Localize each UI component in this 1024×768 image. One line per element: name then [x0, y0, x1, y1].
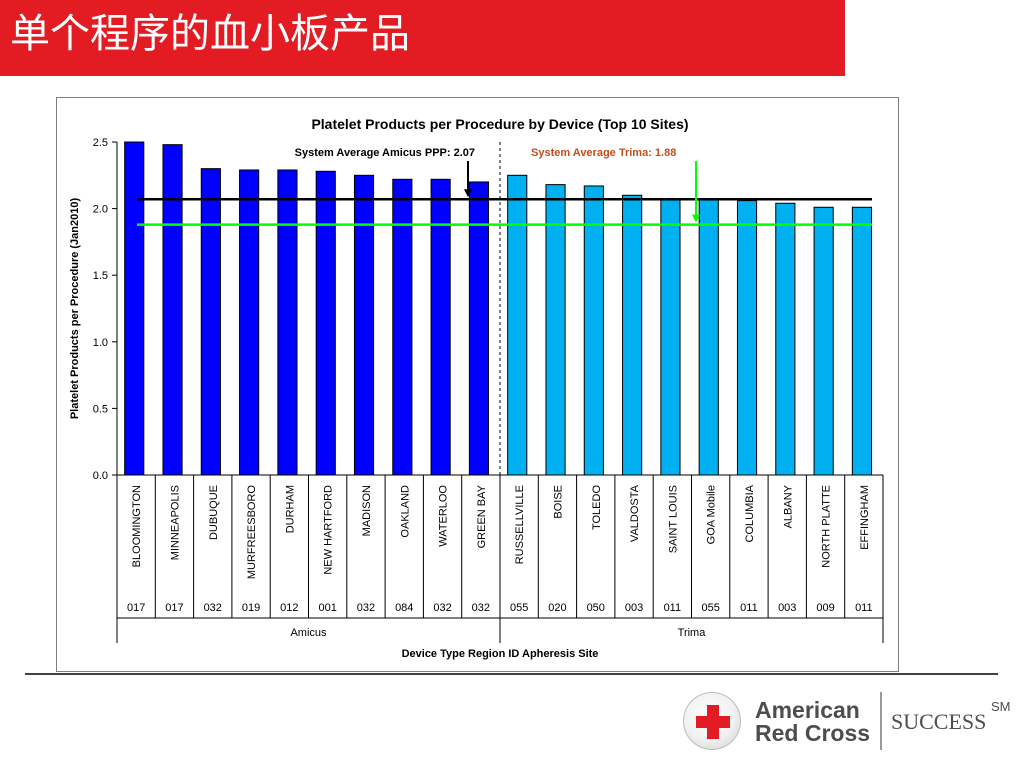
chart-title: Platelet Products per Procedure by Devic… [311, 116, 688, 132]
service-mark: SM [991, 699, 1011, 714]
bar-north-platte [813, 206, 834, 476]
y-tick-label: 1.0 [93, 337, 108, 349]
category-label: DUBUQUE [208, 485, 220, 540]
category-label: BLOOMINGTON [131, 485, 143, 567]
region-id-label: 003 [778, 602, 796, 614]
x-axis-title: Device Type Region ID Apheresis Site [402, 648, 599, 660]
category-label: GOA Mobile [706, 485, 718, 544]
category-label: NEW HARTFORD [323, 485, 335, 575]
region-id-label: 032 [433, 602, 451, 614]
trima-arrow-head-icon [692, 214, 700, 223]
region-id-label: 011 [664, 602, 682, 614]
category-label: COLUMBIA [744, 484, 756, 542]
category-label: EFFINGHAM [859, 485, 871, 550]
region-id-label: 032 [204, 602, 222, 614]
bar-valdosta [622, 194, 643, 476]
region-id-label: 050 [587, 602, 605, 614]
category-label: MADISON [361, 485, 373, 536]
category-label: BOISE [552, 485, 564, 519]
region-id-label: 017 [165, 602, 183, 614]
group-label-amicus: Amicus [290, 627, 327, 639]
slide-title: 单个程序的血小板产品 [10, 11, 410, 57]
red-cross-emblem-icon [683, 692, 741, 750]
category-label: WATERLOO [438, 485, 450, 547]
y-tick-label: 0.0 [93, 470, 108, 482]
bar-durham [277, 169, 298, 476]
bar-dubuque [200, 168, 221, 476]
region-id-label: 017 [127, 602, 145, 614]
category-label: NORTH PLATTE [821, 485, 833, 568]
trima-average-label: System Average Trima: 1.88 [531, 147, 676, 159]
category-label: RUSSELLVILLE [514, 485, 526, 564]
region-id-label: 003 [625, 602, 643, 614]
y-tick-label: 1.5 [93, 270, 108, 282]
region-id-label: 012 [280, 602, 298, 614]
footer-divider [25, 673, 998, 675]
region-id-label: 019 [242, 602, 260, 614]
logo-tagline: SUCCESS [891, 709, 987, 734]
region-id-label: 001 [318, 602, 336, 614]
category-label: MURFREESBORO [246, 485, 258, 580]
cross-horizontal-bar [696, 716, 730, 728]
region-id-label: 032 [357, 602, 375, 614]
amicus-arrow-head-icon [464, 189, 472, 198]
bar-bloomington [124, 141, 145, 476]
category-label: GREEN BAY [476, 484, 488, 548]
category-label: SAINT LOUIS [667, 485, 679, 553]
bar-boise [545, 184, 566, 476]
bar-saint-louis [660, 198, 681, 476]
bar-goa-mobile [698, 198, 719, 476]
region-id-label: 011 [855, 602, 873, 614]
category-label: ALBANY [782, 484, 794, 528]
region-id-label: 011 [740, 602, 758, 614]
bar-murfreesboro [239, 169, 260, 476]
bar-chart: Platelet Products per Procedure by Devic… [69, 116, 884, 660]
red-cross-logo: American Red Cross SUCCESS SM [683, 690, 1013, 755]
region-id-label: 084 [395, 602, 413, 614]
y-tick-label: 2.0 [93, 204, 108, 216]
bar-albany [775, 202, 796, 476]
region-id-label: 055 [701, 602, 719, 614]
category-label: MINNEAPOLIS [169, 485, 181, 560]
bar-effingham [851, 206, 873, 476]
category-label: VALDOSTA [629, 484, 641, 542]
region-id-label: 009 [816, 602, 834, 614]
chart-frame: Platelet Products per Procedure by Devic… [56, 97, 899, 672]
category-label: OAKLAND [399, 485, 411, 538]
org-name-line2: Red Cross [755, 720, 871, 746]
bar-russellville [507, 174, 528, 476]
group-label-trima: Trima [678, 627, 707, 639]
bar-waterloo [430, 178, 451, 476]
bar-new-hartford [315, 170, 336, 476]
y-tick-label: 2.5 [93, 137, 108, 149]
y-axis-title: Platelet Products per Procedure (Jan2010… [69, 198, 81, 420]
bar-madison [353, 174, 375, 476]
region-id-label: 020 [548, 602, 566, 614]
title-bar: 单个程序的血小板产品 [0, 0, 845, 76]
logo-separator [880, 692, 882, 750]
amicus-average-label: System Average Amicus PPP: 2.07 [295, 147, 475, 159]
category-label: TOLEDO [591, 485, 603, 530]
bar-green-bay [468, 181, 490, 476]
region-id-label: 055 [510, 602, 528, 614]
region-id-label: 032 [472, 602, 490, 614]
bar-oakland [392, 178, 413, 476]
org-name-line1: American [755, 697, 860, 723]
y-tick-label: 0.5 [93, 403, 108, 415]
bar-toledo [583, 185, 604, 476]
bar-minneapolis [162, 144, 183, 476]
category-label: DURHAM [284, 485, 296, 533]
bar-columbia [736, 200, 758, 476]
